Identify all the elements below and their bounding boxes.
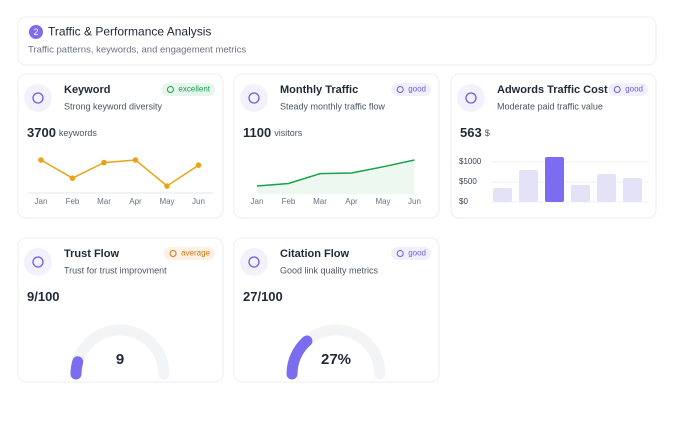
x-tick-label: Jan	[35, 197, 48, 206]
card-title: Trust Flow	[64, 248, 119, 260]
card-badge: good	[408, 249, 426, 258]
badge-icon	[396, 250, 404, 257]
bar	[519, 170, 538, 202]
card-title: Adwords Traffic Cost	[497, 84, 608, 96]
point	[38, 157, 44, 163]
value-unit: $	[485, 128, 490, 138]
badge-icon	[613, 86, 621, 93]
card-title: Monthly Traffic	[280, 84, 358, 96]
card-value: 1100 visitors	[243, 125, 303, 140]
bar	[597, 174, 616, 202]
card-icon	[24, 248, 52, 276]
badge-icon	[169, 250, 177, 257]
card	[233, 73, 440, 219]
card-title: Keyword	[64, 84, 110, 96]
card-icon	[240, 248, 268, 276]
card-badge: excellent	[178, 85, 210, 94]
card-value: 3700 keywords	[27, 125, 97, 140]
line	[256, 159, 415, 187]
x-tick-label: Mar	[97, 197, 111, 206]
card-description: Good link quality metrics	[280, 265, 379, 275]
value-number: 563	[460, 125, 482, 140]
value-number: 1100	[243, 125, 271, 140]
gauge-label: 9	[116, 351, 124, 368]
point	[132, 157, 139, 163]
x-tick-label: Feb	[282, 197, 296, 206]
y-tick-label: $0	[459, 197, 468, 206]
bar	[493, 188, 512, 202]
card-description: Trust for trust improvment	[64, 265, 167, 275]
gauge-value	[286, 335, 313, 380]
card-description: Steady monthly traffic flow	[280, 101, 385, 111]
card-icon-glyph	[248, 92, 260, 104]
bar	[571, 185, 590, 202]
x-tick-label: Jun	[408, 197, 421, 206]
value-unit: visitors	[274, 128, 303, 138]
step-number: 2	[33, 27, 38, 37]
header-title: Traffic & Performance Analysis	[48, 25, 211, 39]
card-icon-glyph	[465, 92, 477, 104]
card-description: Strong keyword diversity	[64, 101, 163, 111]
header-subtitle: Traffic patterns, keywords, and engageme…	[28, 45, 246, 56]
badge-icon	[166, 86, 174, 93]
card-badge: good	[625, 85, 643, 94]
bar	[623, 178, 642, 202]
card-icon	[240, 84, 268, 112]
card-icon-glyph	[32, 92, 44, 104]
x-tick-label: Jun	[192, 197, 205, 206]
step-badge	[29, 25, 43, 39]
value-number: 3700	[27, 125, 56, 140]
card-value: 27/100	[243, 289, 283, 304]
card-icon	[457, 84, 485, 112]
card-icon	[24, 84, 52, 112]
point	[195, 162, 202, 168]
gauge-track	[70, 324, 170, 380]
card-icon-glyph	[32, 256, 44, 268]
x-tick-label: Jan	[251, 197, 264, 206]
card-icon-glyph	[248, 256, 260, 268]
x-tick-label: Feb	[66, 197, 80, 206]
gauge-value	[70, 356, 84, 380]
card-description: Moderate paid traffic value	[497, 101, 603, 111]
line	[40, 159, 199, 187]
header-card	[17, 16, 657, 66]
y-tick-label: $1000	[459, 157, 482, 166]
value-number: 27/100	[243, 289, 283, 304]
badge-bg	[164, 247, 215, 260]
card	[17, 237, 224, 383]
point	[101, 159, 107, 166]
card-value: 563 $	[460, 125, 490, 140]
card	[233, 237, 440, 383]
point	[69, 175, 76, 181]
badge-icon	[396, 86, 404, 93]
badge-bg	[161, 83, 215, 96]
x-tick-label: Apr	[129, 197, 142, 206]
x-tick-label: May	[159, 197, 174, 206]
x-tick-label: May	[375, 197, 390, 206]
card-value: 9/100	[27, 289, 60, 304]
x-tick-label: Mar	[313, 197, 327, 206]
bar	[545, 157, 564, 202]
card-badge: average	[181, 249, 210, 258]
y-tick-label: $500	[459, 177, 477, 186]
x-tick-label: Apr	[345, 197, 358, 206]
card-badge: good	[408, 85, 426, 94]
value-number: 9/100	[27, 289, 60, 304]
point	[164, 183, 170, 189]
card-title: Citation Flow	[280, 248, 349, 260]
value-unit: keywords	[59, 128, 98, 138]
gauge-label: 27%	[321, 351, 351, 368]
